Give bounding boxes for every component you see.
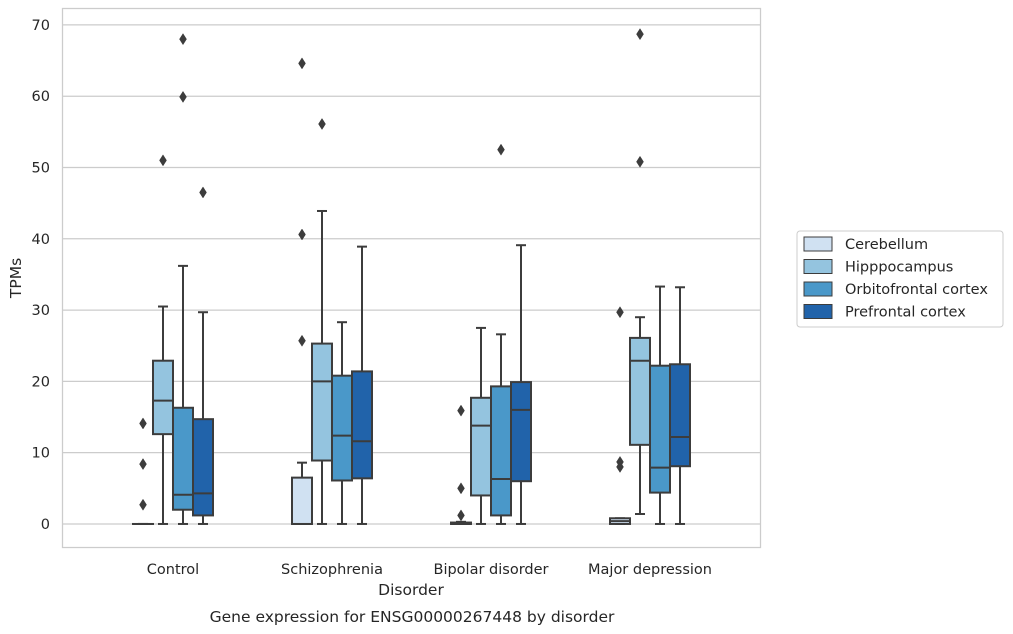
- legend-swatch: [803, 236, 833, 252]
- outlier-point: [457, 404, 465, 417]
- legend-label: Prefrontal cortex: [845, 305, 966, 321]
- box-iqr: [669, 363, 691, 468]
- outlier-point: [457, 509, 465, 522]
- outlier-point: [616, 455, 624, 468]
- box-iqr: [490, 385, 512, 517]
- outlier-point: [497, 143, 505, 156]
- x-axis-ticks: Control Schizophrenia Bipolar disorder Majo…: [147, 562, 712, 578]
- box-iqr: [629, 336, 651, 446]
- box-iqr: [152, 359, 174, 436]
- outlier-point: [636, 28, 644, 41]
- outlier-point: [139, 458, 147, 471]
- box-prefrontal-cortex-bipolar-disorder: [510, 244, 532, 525]
- box-prefrontal-cortex-schizophrenia: [351, 245, 373, 525]
- box-iqr: [311, 342, 333, 462]
- outlier-point: [159, 154, 167, 167]
- box-cerebellum-control: [132, 417, 154, 525]
- box-iqr: [510, 381, 532, 483]
- outlier-point: [179, 33, 187, 46]
- box-hipppocampus-major-depression: [629, 28, 651, 515]
- outlier-point: [298, 334, 306, 347]
- y-tick-label: 30: [32, 303, 50, 319]
- y-tick-label: 60: [32, 89, 50, 105]
- box-iqr: [649, 364, 671, 494]
- box-orbitofrontal-cortex-bipolar-disorder: [490, 143, 512, 525]
- box-orbitofrontal-cortex-schizophrenia: [331, 321, 353, 525]
- x-tick-label: Bipolar disorder: [434, 562, 549, 578]
- outlier-point: [457, 482, 465, 495]
- box-cerebellum-schizophrenia: [291, 57, 313, 525]
- y-tick-label: 70: [32, 18, 50, 34]
- outlier-point: [298, 228, 306, 241]
- outlier-point: [318, 118, 326, 130]
- box-prefrontal-cortex-major-depression: [669, 286, 691, 525]
- legend-frame: [796, 230, 1004, 328]
- outlier-point: [298, 57, 306, 70]
- x-tick-label: Major depression: [588, 562, 712, 578]
- box-iqr: [291, 476, 313, 525]
- y-tick-label: 40: [32, 232, 50, 248]
- box-prefrontal-cortex-control: [192, 186, 214, 525]
- legend-swatch: [803, 259, 833, 274]
- x-axis-label: Disorder: [378, 581, 444, 599]
- box-hipppocampus-control: [152, 154, 174, 525]
- outlier-point: [199, 186, 207, 199]
- box-iqr: [192, 418, 214, 517]
- box-iqr: [331, 374, 353, 482]
- y-axis-ticks: 0 10 20 30 40 50 60 70: [32, 18, 50, 533]
- legend-label: Orbitofrontal cortex: [845, 282, 988, 298]
- outlier-point: [139, 498, 147, 511]
- legend: Cerebellum Hipppocampus Orbitofrontal cort…: [796, 230, 1004, 328]
- box-orbitofrontal-cortex-major-depression: [649, 285, 671, 525]
- outlier-point: [636, 155, 644, 168]
- legend-label: Hipppocampus: [845, 260, 953, 276]
- legend-label: Cerebellum: [845, 237, 928, 253]
- plot-area-frame: [61, 7, 762, 549]
- outlier-point: [139, 417, 147, 430]
- outlier-point: [179, 90, 187, 103]
- y-tick-label: 50: [32, 160, 50, 176]
- x-tick-label: Control: [147, 562, 199, 578]
- legend-swatch: [803, 281, 833, 297]
- box-iqr: [470, 396, 492, 497]
- box-plots: [132, 28, 691, 525]
- y-tick-label: 0: [41, 517, 50, 533]
- x-tick-label: Schizophrenia: [281, 562, 383, 578]
- legend-swatch: [803, 304, 833, 319]
- box-hipppocampus-schizophrenia: [311, 118, 333, 525]
- y-tick-label: 20: [32, 374, 50, 390]
- box-orbitofrontal-cortex-control: [172, 33, 194, 525]
- box-cerebellum-major-depression: [609, 306, 631, 525]
- chart-caption: Gene expression for ENSG00000267448 by d…: [210, 608, 615, 626]
- y-tick-label: 10: [32, 446, 50, 462]
- outlier-point: [616, 306, 624, 319]
- y-axis-label: TPMs: [7, 258, 25, 299]
- box-iqr: [351, 370, 373, 480]
- box-hipppocampus-bipolar-disorder: [470, 326, 492, 525]
- box-cerebellum-bipolar-disorder: [450, 404, 472, 525]
